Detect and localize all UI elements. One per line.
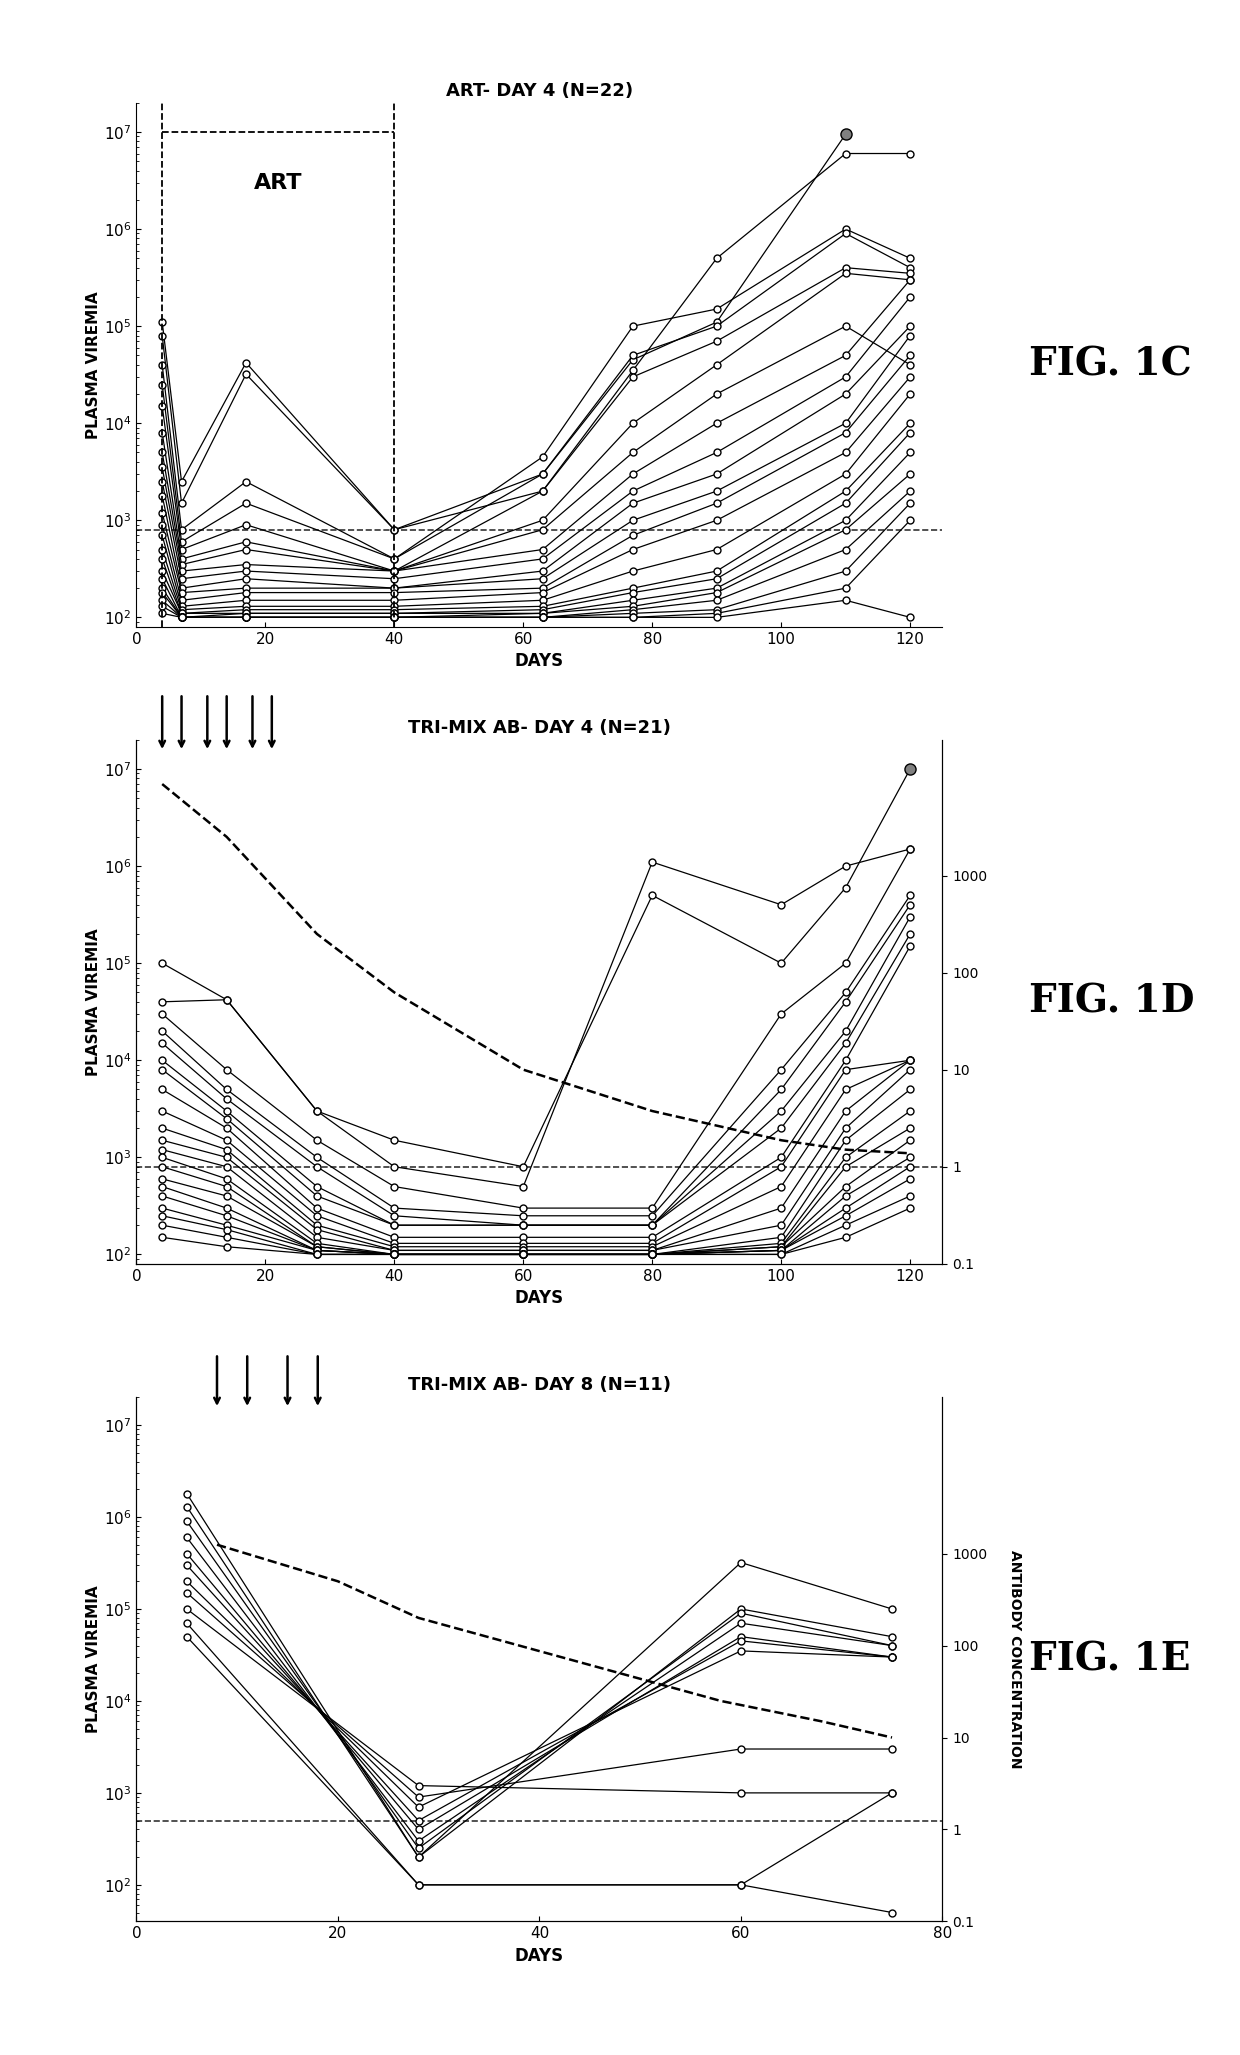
Title: ART- DAY 4 (N=22): ART- DAY 4 (N=22) (446, 82, 632, 101)
Text: ART: ART (254, 173, 303, 193)
Y-axis label: PLASMA VIREMIA: PLASMA VIREMIA (86, 1586, 102, 1732)
Y-axis label: ANTIBODY CONCENTRATION: ANTIBODY CONCENTRATION (1008, 1549, 1022, 1769)
X-axis label: DAYS: DAYS (515, 1946, 564, 1965)
Text: FIG. 1E: FIG. 1E (1029, 1640, 1190, 1679)
Y-axis label: PLASMA VIREMIA: PLASMA VIREMIA (86, 929, 102, 1075)
Text: FIG. 1D: FIG. 1D (1029, 982, 1194, 1021)
Title: TRI-MIX AB- DAY 8 (N=11): TRI-MIX AB- DAY 8 (N=11) (408, 1377, 671, 1395)
Text: FIG. 1C: FIG. 1C (1029, 345, 1192, 384)
X-axis label: DAYS: DAYS (515, 1288, 564, 1307)
Y-axis label: PLASMA VIREMIA: PLASMA VIREMIA (86, 292, 102, 438)
X-axis label: DAYS: DAYS (515, 651, 564, 670)
Title: TRI-MIX AB- DAY 4 (N=21): TRI-MIX AB- DAY 4 (N=21) (408, 719, 671, 738)
